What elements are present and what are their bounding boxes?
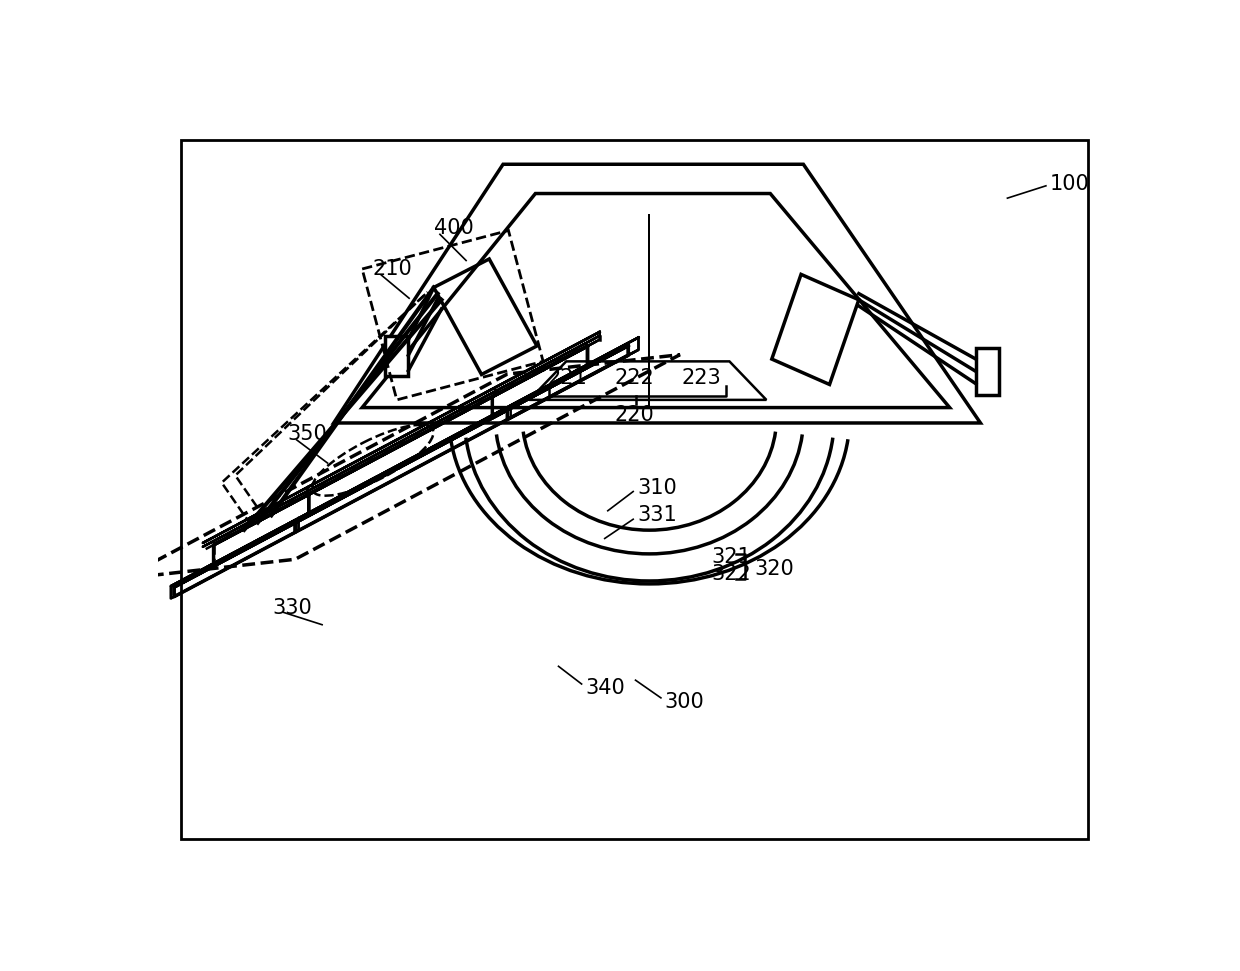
Text: 400: 400 bbox=[434, 218, 474, 238]
Text: 300: 300 bbox=[665, 691, 704, 712]
Bar bbox=[976, 348, 999, 395]
Text: 320: 320 bbox=[755, 559, 795, 580]
Bar bbox=[386, 336, 408, 376]
Text: 321: 321 bbox=[711, 547, 750, 567]
Text: 223: 223 bbox=[682, 368, 722, 388]
Text: 210: 210 bbox=[372, 259, 412, 279]
Text: 331: 331 bbox=[637, 505, 677, 525]
Text: 310: 310 bbox=[637, 478, 677, 498]
Text: 322: 322 bbox=[711, 564, 750, 584]
Text: 350: 350 bbox=[288, 423, 327, 444]
Text: 330: 330 bbox=[272, 598, 311, 618]
Text: 340: 340 bbox=[585, 678, 625, 698]
Text: 220: 220 bbox=[614, 405, 653, 425]
Text: 222: 222 bbox=[614, 368, 653, 388]
Text: 221: 221 bbox=[548, 368, 588, 388]
Text: 100: 100 bbox=[1050, 174, 1090, 194]
